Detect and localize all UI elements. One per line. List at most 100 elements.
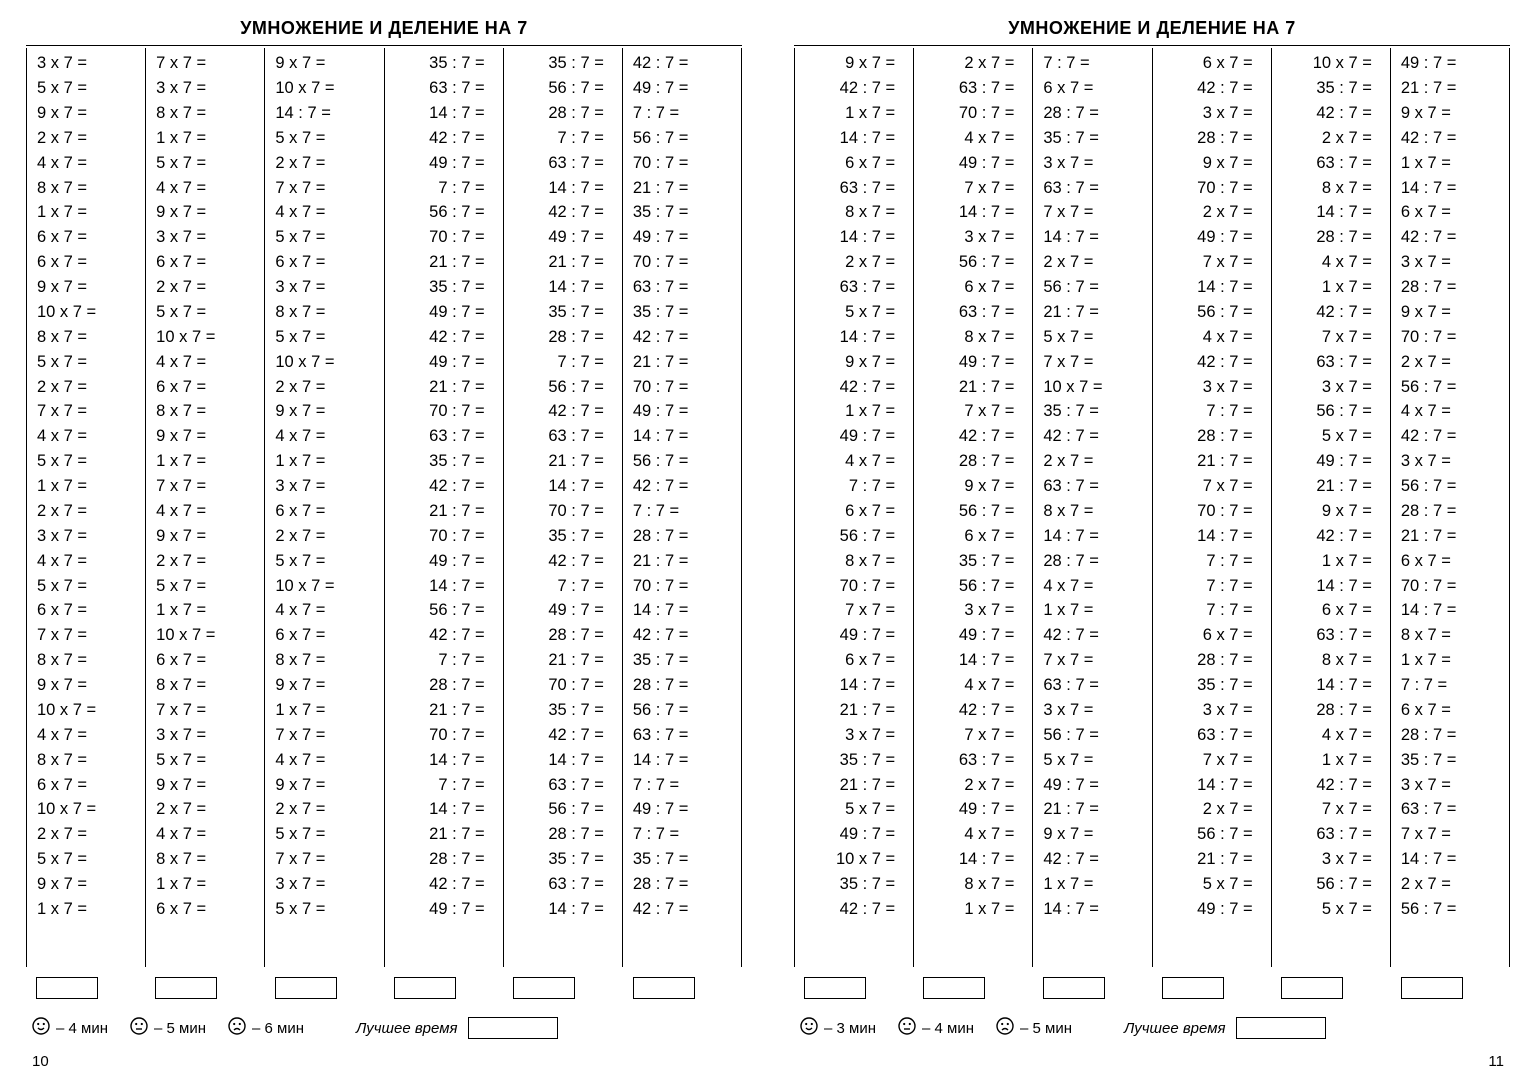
problem-cell: 14 : 7 =: [1033, 897, 1151, 922]
column: 42 : 7 =49 : 7 =7 : 7 =56 : 7 =70 : 7 =2…: [623, 48, 742, 967]
problem-cell: 7 : 7 =: [795, 474, 913, 499]
problem-cell: 10 x 7 =: [27, 300, 145, 325]
answer-box[interactable]: [394, 977, 456, 999]
problem-cell: 7 : 7 =: [504, 573, 622, 598]
problem-cell: 4 x 7 =: [146, 350, 264, 375]
problem-cell: 3 x 7 =: [27, 51, 145, 76]
answer-box[interactable]: [1401, 977, 1463, 999]
problem-cell: 56 : 7 =: [623, 449, 741, 474]
problem-cell: 3 x 7 =: [1391, 449, 1509, 474]
problem-cell: 63 : 7 =: [914, 76, 1032, 101]
problem-cell: 2 x 7 =: [1153, 797, 1271, 822]
problem-cell: 10 x 7 =: [27, 797, 145, 822]
problem-cell: 49 : 7 =: [914, 151, 1032, 176]
problem-cell: 8 x 7 =: [27, 648, 145, 673]
legend-text: – 4 мин: [922, 1020, 974, 1037]
answer-box[interactable]: [923, 977, 985, 999]
legend-left: – 4 мин– 5 мин– 6 минЛучшее время: [26, 999, 742, 1039]
problem-cell: 7 x 7 =: [146, 698, 264, 723]
problem-cell: 21 : 7 =: [504, 250, 622, 275]
answer-box[interactable]: [1043, 977, 1105, 999]
problem-cell: 3 x 7 =: [146, 723, 264, 748]
problem-cell: 10 x 7 =: [265, 76, 383, 101]
answer-box-cell: [794, 971, 913, 999]
problem-cell: 42 : 7 =: [385, 126, 503, 151]
problem-cell: 63 : 7 =: [914, 300, 1032, 325]
problem-cell: 9 x 7 =: [265, 673, 383, 698]
answer-box[interactable]: [1162, 977, 1224, 999]
problem-cell: 1 x 7 =: [27, 474, 145, 499]
problem-cell: 21 : 7 =: [623, 350, 741, 375]
best-time: Лучшее время: [1124, 1017, 1326, 1039]
best-time-box[interactable]: [1236, 1017, 1326, 1039]
problem-cell: 7 : 7 =: [504, 126, 622, 151]
problem-cell: 4 x 7 =: [1272, 250, 1390, 275]
problem-cell: 8 x 7 =: [795, 200, 913, 225]
problem-cell: 14 : 7 =: [385, 748, 503, 773]
problem-cell: 10 x 7 =: [1272, 51, 1390, 76]
problem-cell: 1 x 7 =: [1272, 275, 1390, 300]
answer-box[interactable]: [513, 977, 575, 999]
answer-box-cell: [1391, 971, 1510, 999]
problem-cell: 35 : 7 =: [1033, 126, 1151, 151]
problem-cell: 7 : 7 =: [385, 648, 503, 673]
best-time-box[interactable]: [468, 1017, 558, 1039]
answer-box-cell: [265, 971, 384, 999]
column: 7 : 7 =6 x 7 =28 : 7 =35 : 7 =3 x 7 =63 …: [1033, 48, 1152, 967]
answer-box[interactable]: [275, 977, 337, 999]
answer-boxes-right: [794, 967, 1510, 999]
problem-cell: 2 x 7 =: [1391, 872, 1509, 897]
problem-cell: 4 x 7 =: [265, 598, 383, 623]
problem-cell: 7 : 7 =: [504, 350, 622, 375]
problem-cell: 70 : 7 =: [385, 524, 503, 549]
problem-cell: 35 : 7 =: [1391, 748, 1509, 773]
answer-box[interactable]: [633, 977, 695, 999]
problem-cell: 42 : 7 =: [385, 474, 503, 499]
problem-cell: 28 : 7 =: [1391, 499, 1509, 524]
answer-box[interactable]: [36, 977, 98, 999]
problem-cell: 7 x 7 =: [265, 723, 383, 748]
problem-cell: 5 x 7 =: [265, 549, 383, 574]
problem-cell: 49 : 7 =: [504, 598, 622, 623]
problem-cell: 35 : 7 =: [914, 549, 1032, 574]
smile-legend: – 4 мин: [32, 1017, 108, 1039]
problem-cell: 7 : 7 =: [1153, 598, 1271, 623]
columns-right: 9 x 7 =42 : 7 =1 x 7 =14 : 7 =6 x 7 =63 …: [794, 48, 1510, 967]
problem-cell: 49 : 7 =: [795, 623, 913, 648]
frown-icon: [228, 1017, 246, 1039]
problem-cell: 2 x 7 =: [27, 374, 145, 399]
problem-cell: 5 x 7 =: [146, 748, 264, 773]
problem-cell: 9 x 7 =: [1391, 101, 1509, 126]
problem-cell: 9 x 7 =: [1153, 151, 1271, 176]
problem-cell: 1 x 7 =: [1272, 549, 1390, 574]
answer-box[interactable]: [155, 977, 217, 999]
problem-cell: 56 : 7 =: [1391, 474, 1509, 499]
problem-cell: 3 x 7 =: [795, 723, 913, 748]
problem-cell: 7 x 7 =: [146, 51, 264, 76]
problem-cell: 56 : 7 =: [914, 250, 1032, 275]
problem-cell: 1 x 7 =: [27, 897, 145, 922]
problem-cell: 6 x 7 =: [146, 250, 264, 275]
problem-cell: 2 x 7 =: [27, 822, 145, 847]
problem-cell: 14 : 7 =: [1391, 847, 1509, 872]
problem-cell: 14 : 7 =: [1033, 524, 1151, 549]
problem-cell: 9 x 7 =: [27, 872, 145, 897]
problem-cell: 8 x 7 =: [1391, 623, 1509, 648]
problem-cell: 3 x 7 =: [1272, 374, 1390, 399]
answer-box[interactable]: [1281, 977, 1343, 999]
problem-cell: 56 : 7 =: [914, 573, 1032, 598]
problem-cell: 21 : 7 =: [1033, 300, 1151, 325]
problem-cell: 70 : 7 =: [914, 101, 1032, 126]
answer-box-cell: [145, 971, 264, 999]
answer-box-cell: [623, 971, 742, 999]
problem-cell: 35 : 7 =: [504, 300, 622, 325]
answer-box[interactable]: [804, 977, 866, 999]
problem-cell: 42 : 7 =: [623, 897, 741, 922]
problem-cell: 21 : 7 =: [385, 374, 503, 399]
problem-cell: 70 : 7 =: [1153, 499, 1271, 524]
problem-cell: 49 : 7 =: [385, 549, 503, 574]
smile-icon: [800, 1017, 818, 1039]
problem-cell: 21 : 7 =: [504, 449, 622, 474]
column: 9 x 7 =10 x 7 =14 : 7 =5 x 7 =2 x 7 =7 x…: [265, 48, 384, 967]
problem-cell: 49 : 7 =: [623, 797, 741, 822]
